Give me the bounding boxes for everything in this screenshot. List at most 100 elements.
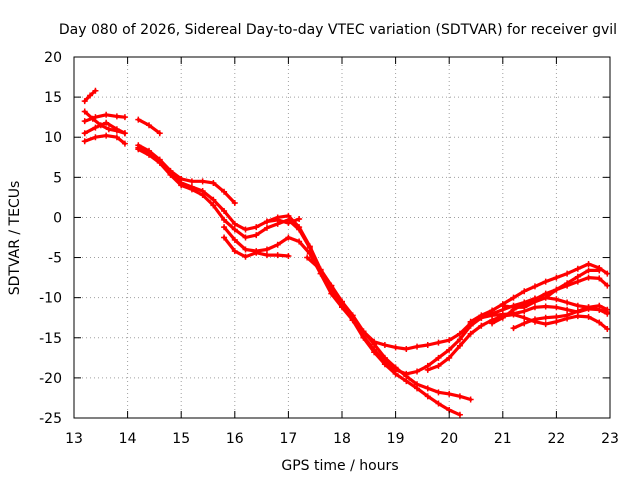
series-line-15 [469,262,609,324]
data-point [604,270,611,277]
data-point [253,224,260,231]
data-point [574,308,581,315]
data-point [81,130,88,137]
data-point [531,283,538,290]
data-point [121,140,128,147]
data-point [103,119,110,126]
data-point [414,385,421,392]
data-point [574,302,581,309]
data-point [199,191,206,198]
series-line-7 [136,143,237,205]
data-point [285,252,292,259]
data-point [564,306,571,313]
data-point [285,234,292,241]
data-point [349,317,356,324]
x-tick-label: 14 [119,431,137,447]
data-point [392,370,399,377]
data-point [510,304,517,311]
data-point [596,319,603,326]
data-point [542,303,549,310]
data-point [253,232,260,239]
data-point [371,349,378,356]
x-axis-label: GPS time / hours [281,458,398,474]
data-point [542,314,549,321]
data-point [92,124,99,131]
y-axis-ticks: 20 15 10 5 0 -5 -10 -15 -20 -25 [39,50,610,427]
data-point [456,342,463,349]
x-tick-label: 18 [333,431,351,447]
data-point [97,122,104,129]
series-line-8 [136,146,473,402]
data-point [221,224,228,231]
data-point [178,182,185,189]
y-tick-label: -15 [39,331,62,347]
data-point [510,294,517,301]
data-point [489,320,496,327]
data-point [81,108,88,115]
data-point [564,299,571,306]
data-point [328,282,335,289]
data-point [542,321,549,328]
data-point [435,339,442,346]
data-point [381,341,388,348]
data-point [446,354,453,361]
data-point [221,234,228,241]
data-point [604,325,611,332]
data-point [103,111,110,118]
data-point [210,179,217,186]
data-point [564,270,571,277]
data-point [210,202,217,209]
data-point [424,393,431,400]
data-point [231,226,238,233]
x-tick-label: 17 [279,431,297,447]
data-point [456,411,463,418]
data-point [596,275,603,282]
data-point [553,313,560,320]
y-tick-label: 5 [53,170,62,186]
data-point [478,322,485,329]
data-point [121,114,128,121]
data-point [585,267,592,274]
y-tick-label: 15 [44,90,62,106]
data-point [521,314,528,321]
y-tick-label: 10 [44,130,62,146]
y-tick-label: -10 [39,291,62,307]
y-tick-label: 20 [44,50,62,66]
data-point [499,302,506,309]
data-point [242,253,249,260]
data-point [435,362,442,369]
data-point [89,115,96,122]
data-point [103,132,110,139]
data-point [156,159,163,166]
data-point [242,226,249,233]
grid-lines [74,57,610,418]
data-point [531,298,538,305]
data-point [531,304,538,311]
data-point [521,304,528,311]
data-point [81,118,88,125]
x-tick-label: 21 [494,431,512,447]
data-point [87,92,94,99]
data-point [242,234,249,241]
data-point [156,130,163,137]
data-point [574,278,581,285]
data-point [113,134,120,141]
x-tick-label: 22 [547,431,565,447]
data-point [221,208,228,215]
data-point [317,266,324,273]
data-point [121,130,128,137]
data-point [304,254,311,261]
data-point [553,296,560,303]
data-point [242,246,249,253]
data-point [263,246,270,253]
data-point [585,274,592,281]
data-point [564,282,571,289]
data-point [542,278,549,285]
data-point [414,343,421,350]
data-point [403,346,410,353]
data-point [456,330,463,337]
data-point [253,249,260,256]
data-point [81,138,88,145]
x-tick-label: 15 [172,431,190,447]
data-point [392,344,399,351]
